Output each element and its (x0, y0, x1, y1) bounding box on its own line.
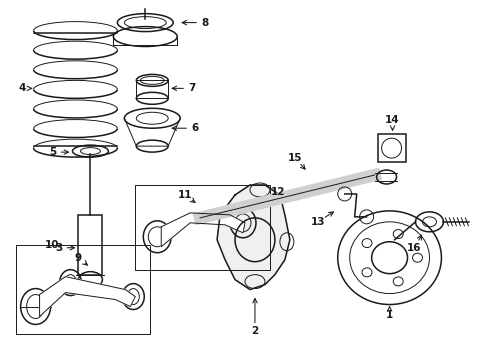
Polygon shape (161, 213, 245, 247)
Text: 14: 14 (385, 115, 400, 125)
Text: 1: 1 (386, 310, 393, 320)
Text: 3: 3 (55, 243, 62, 253)
Polygon shape (40, 276, 135, 316)
Text: 7: 7 (189, 84, 196, 93)
Text: 6: 6 (192, 123, 199, 133)
Text: 15: 15 (288, 153, 302, 163)
Text: 4: 4 (19, 84, 26, 93)
Text: 5: 5 (49, 147, 56, 157)
Bar (378, 134, 406, 162)
Text: 10: 10 (45, 240, 60, 250)
Text: 12: 12 (270, 187, 285, 197)
Bar (16, 245, 150, 334)
Text: 13: 13 (311, 217, 325, 227)
Text: 16: 16 (407, 243, 422, 253)
Bar (135, 185, 270, 270)
Text: 9: 9 (75, 253, 82, 263)
Bar (78, 215, 102, 275)
Text: 8: 8 (201, 18, 209, 28)
Text: 2: 2 (251, 327, 259, 336)
Bar (136, 80, 168, 98)
Polygon shape (217, 185, 290, 289)
Text: 11: 11 (178, 190, 193, 200)
